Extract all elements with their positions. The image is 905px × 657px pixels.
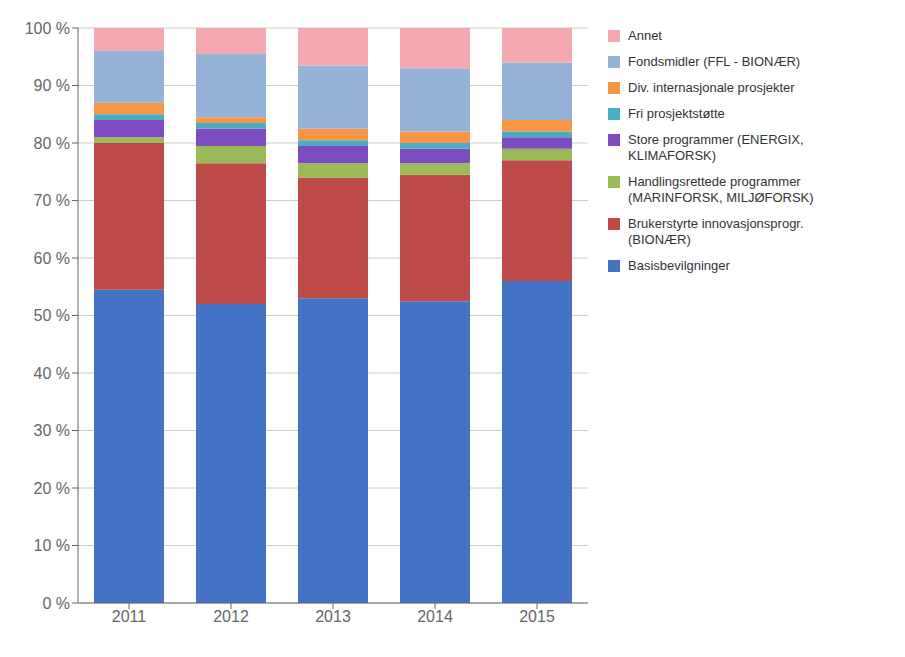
html-text:Annet: Annet [628, 28, 662, 43]
svg-text:100 %: 100 % [25, 20, 70, 37]
html-text:Brukerstyrte innovasjonsprogr.: Brukerstyrte innovasjonsprogr. (BIONÆR) [628, 216, 804, 247]
html-text:Fri prosjektstøtte: Fri prosjektstøtte [628, 106, 725, 121]
svg-text:30 %: 30 % [34, 422, 70, 439]
svg-text:20 %: 20 % [34, 480, 70, 497]
svg-text:2012: 2012 [213, 608, 249, 625]
svg-text:60 %: 60 % [34, 250, 70, 267]
svg-text:2011: 2011 [112, 608, 147, 625]
html-text:Fondsmidler (FFL - BIONÆR): Fondsmidler (FFL - BIONÆR) [628, 54, 801, 69]
html-text:Basisbevilgninger: Basisbevilgninger [628, 258, 730, 273]
svg-text:2015: 2015 [519, 608, 555, 625]
svg-text:70 %: 70 % [34, 192, 70, 209]
html-text:Div. internasjonale prosjekter: Div. internasjonale prosjekter [628, 80, 795, 95]
svg-text:10 %: 10 % [34, 537, 70, 554]
svg-text:90 %: 90 % [34, 77, 70, 94]
svg-text:50 %: 50 % [34, 307, 70, 324]
svg-text:2014: 2014 [417, 608, 453, 625]
svg-text:2013: 2013 [315, 608, 351, 625]
svg-text:80 %: 80 % [34, 135, 70, 152]
svg-text:40 %: 40 % [34, 365, 70, 382]
html-text:Store programmer (ENERGIX, KLI: Store programmer (ENERGIX, KLIMAFORSK) [628, 132, 804, 163]
svg-text:0 %: 0 % [42, 595, 70, 612]
html-text:Handlingsrettede programmer (M: Handlingsrettede programmer (MARINFORSK,… [628, 174, 814, 205]
